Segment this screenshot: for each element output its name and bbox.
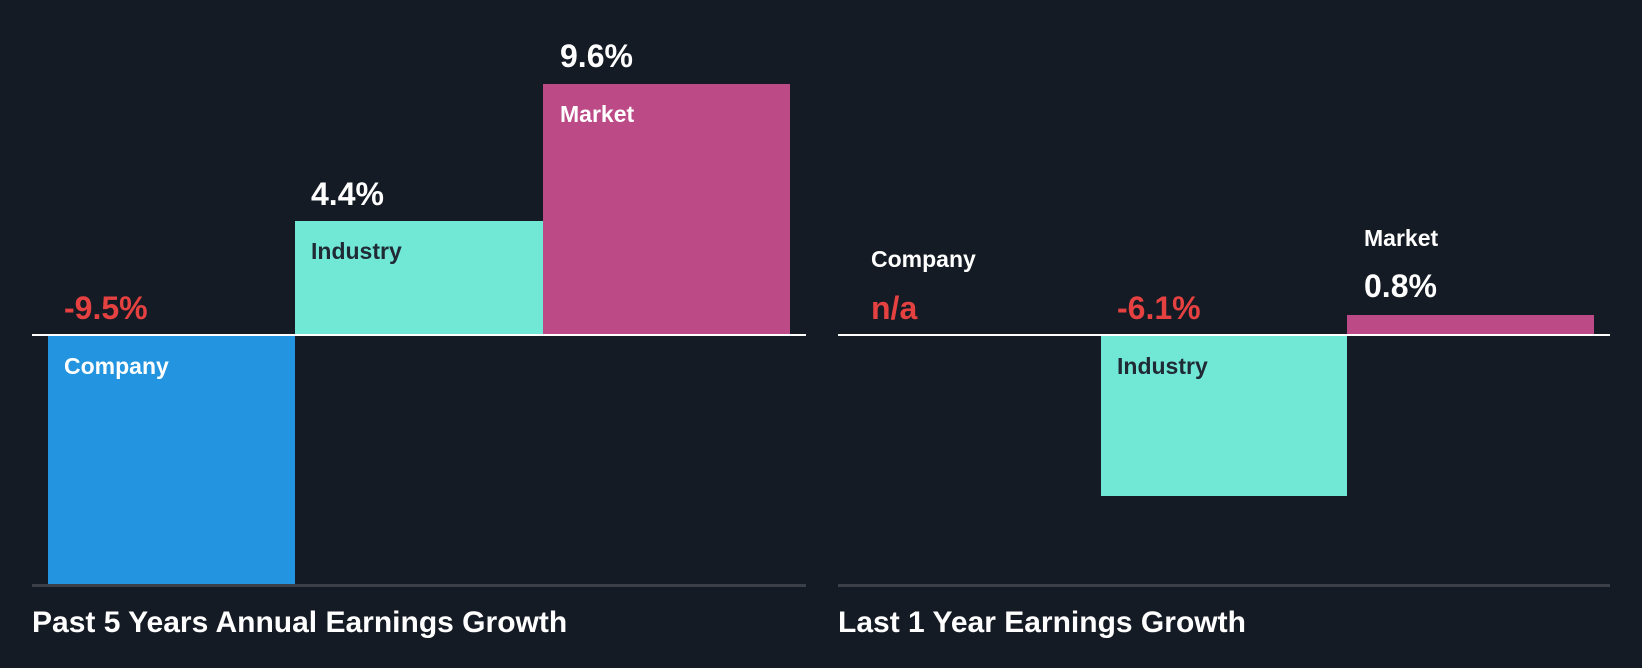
- zero-line: [838, 334, 1610, 336]
- chart-past-5-years: -9.5% Company 4.4% Industry 9.6% Market …: [32, 38, 806, 639]
- bar-industry: [1101, 335, 1347, 496]
- label-company: Company: [871, 246, 976, 272]
- label-company: Company: [64, 353, 169, 379]
- label-market: Market: [1364, 225, 1439, 251]
- label-market: Market: [560, 101, 635, 127]
- zero-line: [32, 334, 806, 336]
- value-industry: 4.4%: [311, 176, 384, 212]
- bar-company: [48, 335, 295, 584]
- value-company: -9.5%: [64, 290, 148, 326]
- label-industry: Industry: [1117, 353, 1208, 379]
- axis-line: [32, 584, 806, 587]
- bar-market: [1347, 315, 1594, 334]
- value-industry: -6.1%: [1117, 290, 1201, 326]
- bar-market: [543, 84, 790, 334]
- value-market: 9.6%: [560, 38, 633, 74]
- chart-last-1-year: Company n/a -6.1% Industry Market 0.8% L…: [821, 0, 1642, 668]
- label-industry: Industry: [311, 238, 402, 264]
- bar-industry: [295, 221, 543, 334]
- chart-title: Last 1 Year Earnings Growth: [838, 606, 1246, 639]
- chart-title: Past 5 Years Annual Earnings Growth: [32, 606, 568, 639]
- value-market: 0.8%: [1364, 268, 1437, 304]
- value-company: n/a: [871, 290, 918, 326]
- axis-line: [838, 584, 1610, 587]
